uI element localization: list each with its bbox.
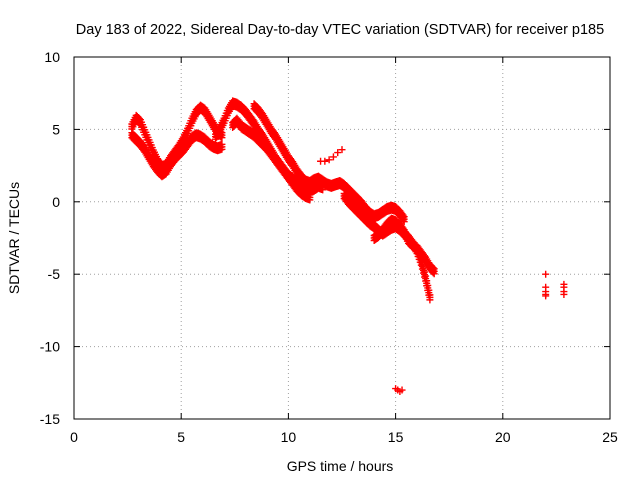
data-point — [426, 296, 434, 304]
plot-frame — [73, 56, 611, 420]
data-point — [321, 157, 329, 165]
series-track-f — [317, 146, 346, 165]
data-point — [325, 156, 333, 164]
data-point — [430, 270, 438, 278]
series-track-b — [128, 129, 226, 181]
data-point — [329, 153, 337, 161]
x-tick-label: 20 — [495, 429, 511, 445]
data-point — [306, 196, 314, 204]
data-point — [399, 216, 407, 224]
data-point — [334, 149, 342, 157]
data-points — [128, 97, 568, 395]
y-tick-label: -15 — [40, 411, 60, 427]
chart-title: Day 183 of 2022, Sidereal Day-to-day VTE… — [76, 22, 604, 38]
axis-ticks — [73, 56, 611, 420]
y-axis-label: SDTVAR / TECUs — [6, 182, 22, 294]
series-track-e — [250, 100, 408, 226]
data-point — [560, 290, 568, 298]
y-tick-label: 5 — [52, 121, 60, 137]
y-tick-label: -5 — [48, 266, 61, 282]
data-point — [542, 270, 550, 278]
data-point — [398, 386, 406, 394]
x-tick-label: 25 — [602, 429, 618, 445]
series-isolated-low — [392, 385, 406, 395]
series-isolated-23h — [560, 280, 568, 298]
x-tick-label: 5 — [177, 429, 185, 445]
data-point — [421, 273, 429, 281]
x-tick-label: 15 — [388, 429, 404, 445]
series-track-d — [229, 114, 314, 204]
y-tick-label: -10 — [40, 339, 60, 355]
data-point — [218, 145, 226, 153]
data-point — [400, 218, 408, 226]
grid — [74, 57, 610, 419]
x-tick-label: 10 — [281, 429, 297, 445]
series-track-h — [370, 214, 438, 278]
tick-labels: 0 5 10 15 20 25 -15 -10 -5 0 5 10 — [40, 49, 618, 445]
x-axis-label: GPS time / hours — [287, 458, 394, 474]
y-tick-label: 0 — [52, 194, 60, 210]
data-point — [338, 146, 346, 154]
x-tick-label: 0 — [70, 429, 78, 445]
data-point — [542, 292, 550, 300]
y-tick-label: 10 — [44, 49, 60, 65]
series-isolated-22h — [542, 270, 550, 300]
data-point — [429, 269, 437, 277]
